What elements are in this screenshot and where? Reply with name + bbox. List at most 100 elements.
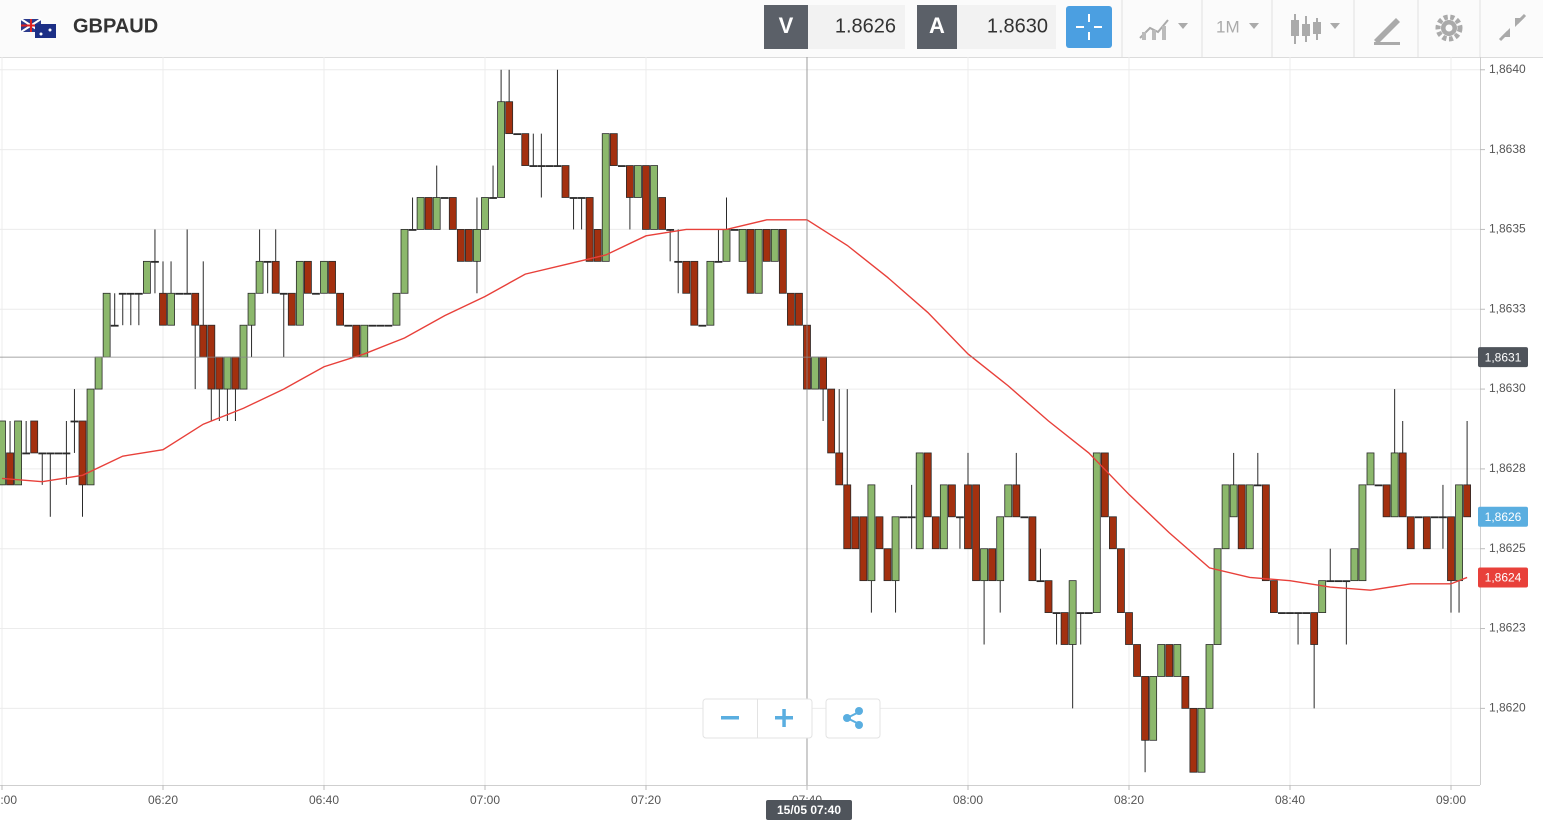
candle-body <box>328 260 336 294</box>
candle-body <box>746 229 755 294</box>
candle-body <box>1390 452 1399 518</box>
candle-body <box>1406 516 1415 550</box>
candle-body <box>650 165 658 230</box>
candle-body <box>1117 548 1125 613</box>
candle-body <box>303 260 312 294</box>
candle-body <box>996 516 1005 582</box>
zoom-in[interactable] <box>775 709 793 727</box>
candle-body <box>634 165 642 198</box>
sell-price: 1.8626 <box>835 15 896 37</box>
candle-body <box>722 229 731 262</box>
ma-tag-box <box>1478 567 1528 588</box>
candle-body <box>1342 580 1351 583</box>
crosshair-button[interactable] <box>1066 6 1112 48</box>
candle-body <box>593 229 602 262</box>
share-button[interactable] <box>825 698 881 739</box>
candle-body <box>199 324 208 358</box>
candle-body <box>1422 516 1431 550</box>
y-tick-label: 1,8638 <box>1489 142 1526 156</box>
candle-body <box>1358 484 1367 582</box>
timeframe-button[interactable]: 1M <box>1216 17 1259 36</box>
y-tick-label: 1,8628 <box>1489 461 1526 475</box>
candle-body <box>617 165 626 167</box>
candle-body <box>770 229 779 262</box>
candle-body <box>1431 516 1439 519</box>
candle-body <box>577 197 586 199</box>
candle-body <box>215 356 224 390</box>
candle-body <box>1028 516 1037 582</box>
draw-button[interactable] <box>1374 18 1400 45</box>
candle-body <box>859 516 868 582</box>
candle-body <box>899 516 908 519</box>
candle-body <box>1286 612 1294 614</box>
candle-body <box>1318 580 1327 613</box>
x-tick-label: 08:40 <box>1275 793 1305 807</box>
candle-body <box>1382 484 1391 518</box>
zoom-out[interactable] <box>721 716 739 720</box>
candle-body <box>730 229 739 231</box>
candle-body <box>175 292 184 295</box>
crosshair-time-box <box>766 800 852 820</box>
crosshair-price-tag-box <box>1478 347 1528 368</box>
candle-body <box>561 165 570 198</box>
settings-button[interactable] <box>1435 14 1463 42</box>
x-tick-label: 06:00 <box>0 793 17 807</box>
candle-body <box>62 452 71 455</box>
candle-body <box>811 356 819 390</box>
candle-body <box>1133 644 1141 677</box>
candle-body <box>368 324 377 327</box>
candle-body <box>159 292 167 326</box>
candle-body <box>46 452 55 455</box>
candle-body <box>1020 516 1029 519</box>
y-tick-label: 1,8633 <box>1489 301 1526 315</box>
candle-body <box>529 165 538 167</box>
candle-body <box>545 165 554 167</box>
x-tick-label: 09:00 <box>1436 793 1466 807</box>
candle-body <box>1052 612 1061 614</box>
candle-body <box>964 484 972 550</box>
candle-body <box>714 260 723 263</box>
candle-body <box>279 292 288 295</box>
candle-body <box>891 516 900 582</box>
x-tick-label: 07:20 <box>631 793 661 807</box>
sell-button[interactable]: V 1.8626 <box>764 5 905 49</box>
candle-body <box>762 229 771 262</box>
candle-body <box>948 484 956 518</box>
candle-body <box>384 324 393 327</box>
candle-body <box>167 292 175 326</box>
timeframe: 1M <box>1216 17 1240 36</box>
candle-body <box>1374 484 1383 487</box>
candle-body <box>110 324 119 327</box>
candle-body <box>682 260 691 294</box>
candle-body <box>1278 612 1286 614</box>
candle-body <box>6 452 14 486</box>
last-price-tag-box <box>1478 506 1528 527</box>
candle-body <box>14 420 23 486</box>
candle-body <box>497 101 506 198</box>
ma-tag: 1,8624 <box>1485 571 1522 585</box>
candle-body <box>1350 548 1359 582</box>
candle-body <box>0 420 6 486</box>
candle-body <box>86 388 95 486</box>
candle-body <box>795 292 803 326</box>
candle-body <box>1270 580 1278 613</box>
buy-button[interactable]: A 1.8630 <box>917 5 1056 49</box>
candle-body <box>939 484 948 550</box>
candle-body <box>1221 484 1230 550</box>
zoom-controls <box>702 698 881 739</box>
candle-body <box>94 356 103 390</box>
collapse-button[interactable] <box>1498 13 1527 42</box>
candle-body <box>1302 612 1310 614</box>
candle-body <box>956 516 964 519</box>
candle-body <box>569 197 578 199</box>
chart-type-button[interactable] <box>1139 19 1188 40</box>
candle-body <box>392 292 401 326</box>
candle-body <box>1092 452 1101 613</box>
candle-body <box>1294 612 1302 614</box>
candle-body <box>271 260 280 294</box>
candle-body <box>1310 612 1319 645</box>
candle-body <box>1366 452 1375 486</box>
candle-body <box>988 548 997 582</box>
candle-body <box>738 229 747 262</box>
candles-button[interactable] <box>1291 14 1340 44</box>
